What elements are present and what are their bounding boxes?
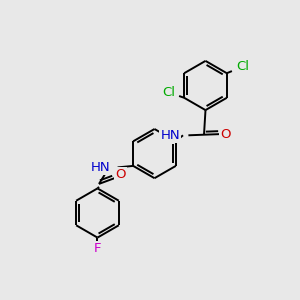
Text: Cl: Cl <box>162 86 175 99</box>
Text: HN: HN <box>160 129 180 142</box>
Text: Cl: Cl <box>236 60 249 73</box>
Text: O: O <box>115 168 126 182</box>
Text: O: O <box>220 128 231 141</box>
Text: F: F <box>94 242 101 255</box>
Text: HN: HN <box>91 161 110 174</box>
